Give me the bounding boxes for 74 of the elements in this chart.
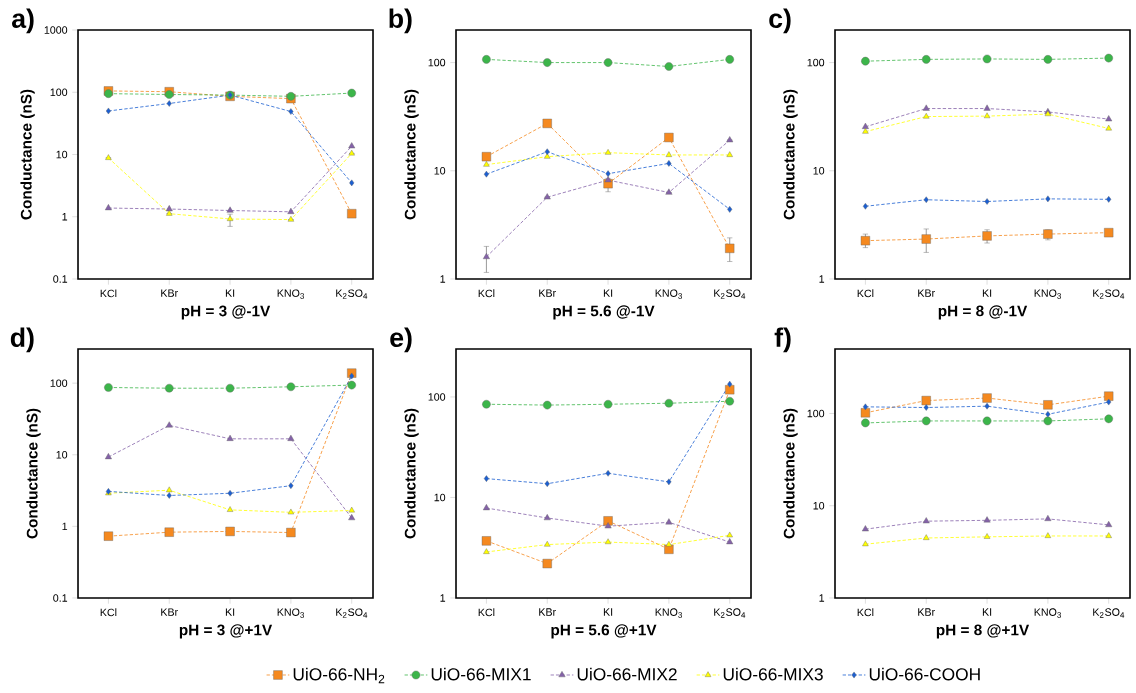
y-tick-label: 10 bbox=[56, 150, 68, 159]
y-tick-label: 100 bbox=[807, 409, 825, 418]
y-tick-label: 1 bbox=[62, 213, 68, 221]
y-tick-label: 10 bbox=[434, 167, 446, 175]
x-tick-label: KNO$_{3}$ bbox=[655, 608, 682, 618]
y-tick-label: 100 bbox=[50, 379, 68, 387]
x-tick-label: KBr bbox=[161, 608, 178, 616]
y-axis-title: Conductance (nS) bbox=[783, 408, 798, 539]
chart-title: a) bbox=[12, 8, 34, 34]
x-axis-title: pH = 3 @-1V bbox=[181, 305, 271, 320]
x-tick-label: KI bbox=[603, 608, 613, 616]
y-tick-label: 100 bbox=[50, 88, 68, 97]
x-tick-label: K$_{2}$SO$_{4}$ bbox=[1093, 289, 1125, 299]
x-tick-label: K$_{2}$SO$_{4}$ bbox=[714, 608, 746, 618]
x-tick-label: KBr bbox=[918, 608, 935, 616]
x-tick-label: KCl bbox=[857, 289, 874, 298]
legend-label: UiO-66-MIX3 bbox=[723, 667, 823, 681]
y-tick-label: 10 bbox=[56, 451, 68, 459]
x-tick-label: KBr bbox=[539, 608, 556, 616]
y-axis-title: Conductance (nS) bbox=[26, 408, 41, 539]
x-tick-label: KCl bbox=[100, 608, 117, 617]
y-tick-label: 10 bbox=[434, 493, 446, 502]
x-tick-label: KNO$_{3}$ bbox=[1034, 608, 1061, 618]
x-tick-label: KI bbox=[225, 289, 235, 297]
y-tick-label: 100 bbox=[428, 58, 446, 67]
x-tick-label: KBr bbox=[918, 289, 935, 297]
legend-label: UiO-66-MIX2 bbox=[577, 667, 677, 681]
x-tick-label: KCl bbox=[100, 289, 117, 298]
chart-title: f) bbox=[774, 327, 791, 353]
x-tick-label: K$_{2}$SO$_{4}$ bbox=[714, 289, 746, 299]
y-tick-label: 100 bbox=[807, 58, 825, 67]
chart-title: c) bbox=[769, 8, 791, 34]
x-tick-label: KNO$_{3}$ bbox=[277, 608, 304, 618]
x-axis-title: pH = 8 @+1V bbox=[936, 624, 1030, 639]
chart-title: e) bbox=[390, 327, 412, 353]
y-tick-label: 1 bbox=[62, 522, 68, 531]
x-axis-title: pH = 3 @+1V bbox=[179, 624, 273, 639]
y-tick-label: 0.1 bbox=[53, 275, 68, 283]
x-tick-label: KI bbox=[603, 289, 613, 297]
x-tick-label: KNO$_{3}$ bbox=[1034, 289, 1061, 299]
y-axis-title: Conductance (nS) bbox=[404, 89, 419, 220]
y-tick-label: 100 bbox=[428, 393, 446, 401]
y-tick-label: 1 bbox=[440, 594, 446, 602]
x-axis-title: pH = 8 @-1V bbox=[938, 305, 1028, 320]
y-axis-title: Conductance (nS) bbox=[783, 89, 798, 220]
x-tick-label: KBr bbox=[539, 289, 556, 297]
y-tick-label: 0.1 bbox=[53, 594, 68, 602]
x-tick-label: KI bbox=[982, 608, 992, 616]
x-tick-label: KCl bbox=[478, 608, 495, 617]
legend-label: UiO-66-NH$_{2}$ bbox=[293, 667, 385, 684]
x-axis-title: pH = 5.6 @+1V bbox=[551, 624, 657, 639]
y-tick-label: 1000 bbox=[44, 26, 68, 34]
y-axis-title: Conductance (nS) bbox=[404, 408, 419, 539]
x-tick-label: KCl bbox=[857, 608, 874, 617]
y-tick-label: 10 bbox=[813, 167, 825, 175]
x-tick-label: K$_{2}$SO$_{4}$ bbox=[1093, 608, 1125, 618]
x-tick-label: KI bbox=[982, 289, 992, 297]
x-tick-label: KNO$_{3}$ bbox=[655, 289, 682, 299]
x-axis-title: pH = 5.6 @-1V bbox=[553, 305, 655, 320]
legend-label: UiO-66-MIX1 bbox=[431, 667, 531, 681]
y-tick-label: 1 bbox=[819, 275, 825, 283]
chart-title: d) bbox=[10, 327, 34, 353]
y-tick-label: 10 bbox=[813, 501, 825, 510]
y-axis-title: Conductance (nS) bbox=[20, 89, 35, 220]
y-tick-label: 1 bbox=[819, 594, 825, 602]
x-tick-label: K$_{2}$SO$_{4}$ bbox=[336, 608, 368, 618]
y-tick-label: 1 bbox=[440, 275, 446, 283]
x-tick-label: KNO$_{3}$ bbox=[277, 289, 304, 299]
x-tick-label: KBr bbox=[161, 289, 178, 297]
chart-title: b) bbox=[389, 8, 412, 34]
x-tick-label: KI bbox=[225, 608, 235, 616]
legend-label: UiO-66-COOH bbox=[869, 667, 980, 681]
x-tick-label: KCl bbox=[478, 289, 495, 298]
x-tick-label: K$_{2}$SO$_{4}$ bbox=[336, 289, 368, 299]
